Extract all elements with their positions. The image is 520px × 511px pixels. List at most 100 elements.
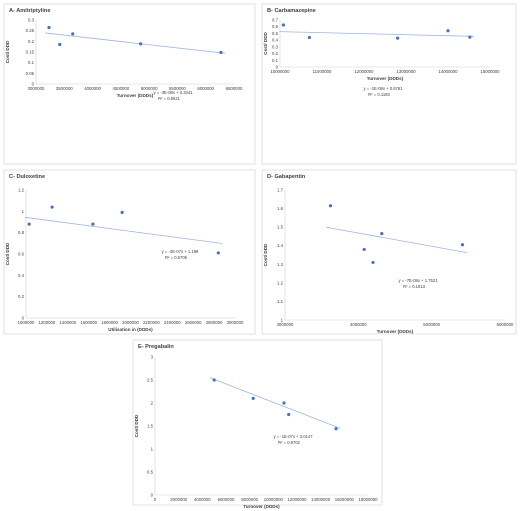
chart-2-title: B- Carbamazepine [267, 8, 316, 14]
chart-1-y-axis-title: Cost/ DDD [5, 40, 10, 63]
chart-1-data-point [139, 42, 143, 46]
chart-5-y-axis-title: Cost/ DDD [134, 414, 139, 437]
chart-5-ytick-label: 1.5 [147, 424, 154, 429]
chart-1-title: A- Amitriptyline [9, 8, 50, 14]
chart-5-x-axis-title: Turnover (DDDs) [243, 504, 280, 509]
chart-4: D- Gabapentin 1 1.1 1.2 1.3 1.4 1.5 1.6 1.7 30000… [261, 169, 517, 335]
chart-2-ytick-label: 0.2 [272, 51, 279, 56]
chart-3-data-point [27, 222, 31, 226]
chart-2-data-point [468, 35, 472, 39]
chart-3-frame [3, 169, 256, 335]
chart-5-xtick-label: 18000000 [358, 497, 378, 502]
chart-2-ytick-label: 0.4 [272, 38, 279, 43]
chart-3-ytick-label: 0.2 [18, 294, 25, 299]
chart-2-ytick-label: 0.3 [272, 44, 279, 49]
chart-3-y-axis-title: Cost/ DDD [5, 242, 10, 265]
chart-5: E- Pregabalin 0 0.5 1 1.5 2 2.5 3 0 2000000 400000… [132, 339, 383, 509]
chart-5-title: E- Pregabalin [138, 344, 174, 350]
chart-1-xtick-label: 6000000 [197, 86, 214, 91]
chart-1-xtick-label: 4500000 [112, 86, 129, 91]
chart-1-r-squared: R² = 0.6621 [158, 96, 181, 101]
chart-5-xtick-label: 12000000 [287, 497, 307, 502]
chart-1-xtick-label: 3500000 [56, 86, 73, 91]
chart-3-ytick-label: 0.8 [18, 230, 25, 235]
chart-3-xtick-label: 2400000 [164, 320, 181, 325]
chart-2-frame [261, 3, 517, 165]
chart-3-xtick-label: 2800000 [206, 320, 223, 325]
chart-4-frame [261, 169, 517, 335]
chart-3-ytick-label: 0.6 [18, 252, 25, 257]
chart-2-data-point [396, 36, 400, 40]
chart-2-r-squared: R² = 0.1193 [368, 92, 390, 97]
chart-3-xtick-label: 3000000 [227, 320, 244, 325]
chart-5-trendline [209, 377, 341, 429]
chart-1-equation: y = -3E-08x + 0.3341 [153, 90, 193, 95]
chart-3-trendline [24, 216, 223, 244]
chart-5-equation: y = -1E-07x + 3.0147 [273, 434, 313, 439]
chart-2-y-axis-title: Cost/ DDD [263, 31, 268, 54]
chart-3-data-point [91, 222, 95, 226]
chart-1-xtick-label: 5500000 [169, 86, 186, 91]
chart-4-xtick-label: 6000000 [497, 322, 514, 327]
chart-4-y-axis-title: Cost/ DDD [263, 243, 268, 266]
chart-1-x-axis-title: Turnover (DDDs) [117, 93, 154, 98]
chart-3-xtick-label: 1600000 [80, 320, 97, 325]
chart-3-data-point [120, 210, 124, 214]
chart-3: C- Duloxetine 0 0.2 0.4 0.6 0.8 1 1.2 1000000 120… [3, 169, 256, 335]
chart-1-ytick-label: 0.1 [28, 60, 35, 65]
chart-4-ytick-label: 1.2 [277, 280, 284, 285]
chart-5-ytick-label: 3 [151, 355, 154, 360]
chart-4-data-point [328, 204, 333, 208]
chart-4-data-point [371, 260, 375, 265]
chart-5-xtick-label: 10000000 [264, 497, 284, 502]
chart-5-ytick-label: 0.5 [147, 470, 154, 475]
chart-3-equation: y = -2E-07x + 1.198 [162, 249, 199, 254]
chart-2-ytick-label: 0.5 [272, 31, 279, 36]
chart-1-ytick-label: 0.05 [26, 71, 35, 76]
chart-5-xtick-label: 0 [154, 497, 157, 502]
chart-2-equation: y = -1E-08x + 0.6761 [363, 86, 403, 91]
chart-3-xtick-label: 1800000 [101, 320, 118, 325]
chart-1-data-point [219, 50, 223, 55]
chart-4-ytick-label: 1 [281, 318, 284, 323]
chart-5-xtick-label: 16000000 [335, 497, 355, 502]
chart-4-xtick-label: 3000000 [277, 322, 294, 327]
chart-4-ytick-label: 1.1 [277, 299, 284, 304]
chart-3-xtick-label: 2200000 [143, 320, 160, 325]
chart-2-ytick-label: 0.6 [272, 24, 279, 29]
chart-5-xtick-label: 4000000 [194, 497, 211, 502]
chart-2-xtick-label: 15000000 [480, 69, 500, 74]
chart-2-data-point [446, 29, 450, 33]
chart-3-ytick-label: 0.4 [18, 273, 25, 278]
chart-1-xtick-label: 5000000 [141, 86, 158, 91]
chart-4-xtick-label: 4000000 [350, 322, 367, 327]
chart-2-x-axis-title: Turnover (DDDs) [367, 76, 404, 81]
chart-4-ytick-label: 1.6 [277, 206, 284, 211]
chart-3-ytick-label: 0 [22, 316, 25, 321]
chart-1-trendline [45, 32, 225, 54]
chart-5-frame [132, 339, 383, 506]
chart-4-trendline [325, 226, 467, 253]
chart-1-ytick-label: 0.3 [28, 18, 35, 23]
chart-4-equation: y = -7E-08x + 1.7521 [398, 278, 438, 283]
chart-3-xtick-label: 1000000 [18, 320, 35, 325]
chart-4-ytick-label: 1.7 [277, 188, 284, 193]
chart-2-ytick-label: 0.1 [272, 58, 279, 63]
chart-3-xtick-label: 2600000 [185, 320, 202, 325]
chart-2-trendline [279, 31, 475, 37]
chart-4-ytick-label: 1.3 [277, 262, 284, 267]
chart-1-ytick-label: 0.25 [26, 28, 35, 33]
chart-3-data-point [50, 205, 54, 209]
chart-1: A- Amitriptyline 0 0.05 0.1 0.15 0.2 0.25 0.3 30… [3, 3, 256, 165]
chart-3-xtick-label: 2000000 [122, 320, 139, 325]
chart-4-title: D- Gabapentin [267, 174, 306, 180]
chart-3-xtick-label: 1200000 [39, 320, 56, 325]
chart-5-ytick-label: 0 [151, 493, 154, 498]
chart-5-xtick-label: 6000000 [218, 497, 235, 502]
chart-3-ytick-label: 1 [22, 209, 25, 214]
chart-5-data-point [287, 412, 291, 417]
chart-3-x-axis-title: Utilisation in (DDDs) [108, 327, 153, 332]
chart-4-data-point [460, 243, 465, 247]
chart-1-xtick-label: 4000000 [84, 86, 101, 91]
